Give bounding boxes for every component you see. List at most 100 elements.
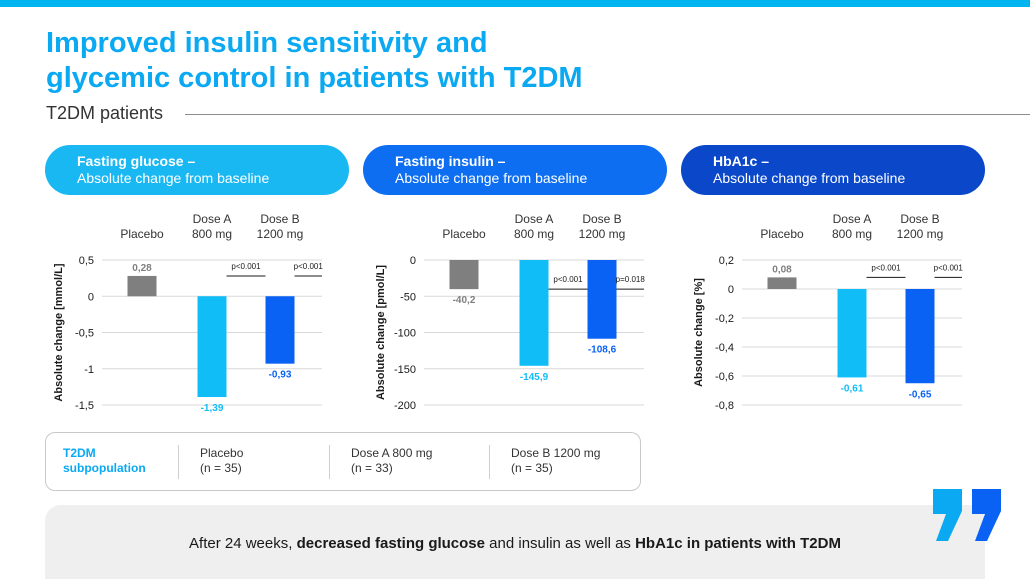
- panel-header-fasting-insulin: Fasting insulin – Absolute change from b…: [363, 145, 667, 195]
- quotation-mark-icon: [933, 489, 1001, 541]
- data-label: -0,93: [269, 370, 292, 381]
- data-label: 0,28: [132, 263, 152, 274]
- p-value-label: p=0.018: [616, 275, 646, 284]
- legend-item-label: Dose B 1200 mg: [511, 446, 601, 460]
- bar: [837, 289, 867, 378]
- panel-header-fasting-glucose: Fasting glucose – Absolute change from b…: [45, 145, 349, 195]
- legend-item-placebo: Placebo (n = 35): [200, 446, 243, 476]
- panel-header-title: Fasting glucose –: [77, 153, 196, 169]
- category-label: Dose A: [515, 212, 554, 226]
- bar: [587, 260, 617, 339]
- legend-title-line-1: T2DM: [63, 446, 96, 460]
- legend-divider: [178, 445, 179, 479]
- conclusion-box: After 24 weeks, decreased fasting glucos…: [45, 505, 985, 579]
- y-axis-title: Absolute change [pmol/L]: [375, 265, 387, 400]
- conclusion-highlight-2: HbA1c in patients with T2DM: [635, 535, 841, 552]
- category-label: Dose B: [900, 212, 939, 226]
- y-tick-label: -0,8: [715, 400, 734, 412]
- y-axis-title: Absolute change [%]: [693, 278, 705, 387]
- category-label: Placebo: [120, 227, 164, 241]
- panel-header-subtitle: Absolute change from baseline: [77, 170, 270, 186]
- y-tick-label: -100: [394, 328, 416, 340]
- p-value-label: p<0.001: [934, 263, 964, 272]
- bar: [265, 296, 295, 364]
- page-title-line-2: glycemic control in patients with T2DM: [46, 62, 583, 94]
- bar: [197, 296, 227, 398]
- y-tick-label: -0,4: [715, 342, 734, 354]
- y-tick-label: -0,6: [715, 371, 734, 383]
- panel-header-hba1c: HbA1c – Absolute change from baseline: [681, 145, 985, 195]
- category-label: Dose B: [582, 212, 621, 226]
- conclusion-highlight-1: decreased fasting glucose: [296, 535, 485, 552]
- y-tick-label: -0,5: [75, 328, 94, 340]
- page-subtitle: T2DM patients: [46, 103, 164, 123]
- bar: [905, 289, 935, 384]
- legend-title: T2DM subpopulation: [63, 446, 146, 476]
- data-label: -0,65: [909, 389, 932, 400]
- bar: [767, 277, 797, 289]
- data-label: -1,39: [201, 403, 224, 414]
- legend-divider: [489, 445, 490, 479]
- y-tick-label: -50: [400, 291, 416, 303]
- legend-item-count: (n = 33): [351, 461, 393, 475]
- legend-item-dose-b: Dose B 1200 mg (n = 35): [511, 446, 600, 476]
- category-label: Placebo: [760, 227, 804, 241]
- page-title-line-1: Improved insulin sensitivity and: [46, 27, 488, 59]
- data-label: -108,6: [588, 345, 617, 356]
- y-tick-label: -1,5: [75, 400, 94, 412]
- y-tick-label: -200: [394, 400, 416, 412]
- legend-item-dose-a: Dose A 800 mg (n = 33): [351, 446, 432, 476]
- legend-item-label: Dose A 800 mg: [351, 446, 433, 460]
- bar: [127, 275, 157, 297]
- y-tick-label: -0,2: [715, 313, 734, 325]
- legend-item-label: Placebo: [200, 446, 244, 460]
- category-label: 1200 mg: [579, 227, 626, 241]
- category-label: Placebo: [442, 227, 486, 241]
- category-label: 800 mg: [514, 227, 554, 241]
- conclusion-part-1: After 24 weeks,: [189, 535, 297, 552]
- p-value-label: p<0.001: [553, 275, 583, 284]
- legend-item-count: (n = 35): [511, 461, 553, 475]
- conclusion-part-2: and insulin as well as: [485, 535, 636, 552]
- category-label: Dose A: [833, 212, 872, 226]
- panel-header-title: Fasting insulin –: [395, 153, 506, 169]
- page-title: Improved insulin sensitivity and glycemi…: [46, 26, 746, 96]
- y-tick-label: 0: [728, 284, 734, 296]
- legend-title-line-2: subpopulation: [63, 461, 146, 475]
- bar: [449, 260, 479, 290]
- top-accent-bar: [0, 0, 1030, 7]
- y-tick-label: 0: [410, 255, 416, 267]
- data-label: -145,9: [520, 372, 549, 383]
- p-value-label: p<0.001: [871, 263, 901, 272]
- category-label: 1200 mg: [897, 227, 944, 241]
- bar: [519, 260, 549, 366]
- panel-header-subtitle: Absolute change from baseline: [395, 170, 588, 186]
- subtitle-divider: [185, 114, 1030, 115]
- category-label: 800 mg: [192, 227, 232, 241]
- data-label: -40,2: [453, 295, 476, 306]
- y-tick-label: 0,2: [719, 255, 734, 267]
- category-label: 800 mg: [832, 227, 872, 241]
- y-tick-label: 0: [88, 291, 94, 303]
- panel-header-subtitle: Absolute change from baseline: [713, 170, 906, 186]
- category-label: Dose A: [193, 212, 232, 226]
- legend-divider: [329, 445, 330, 479]
- subpopulation-legend: T2DM subpopulation Placebo (n = 35) Dose…: [45, 432, 641, 491]
- panel-header-title: HbA1c –: [713, 153, 770, 169]
- p-value-label: p<0.001: [294, 262, 324, 271]
- category-label: 1200 mg: [257, 227, 304, 241]
- p-value-label: p<0.001: [231, 262, 261, 271]
- subtitle-row: T2DM patients: [46, 103, 1030, 125]
- y-axis-title: Absolute change [mmol/L]: [53, 263, 65, 401]
- y-tick-label: -150: [394, 364, 416, 376]
- category-label: Dose B: [260, 212, 299, 226]
- data-label: 0,08: [772, 264, 792, 275]
- legend-item-count: (n = 35): [200, 461, 242, 475]
- y-tick-label: -1: [84, 364, 94, 376]
- y-tick-label: 0,5: [79, 255, 94, 267]
- conclusion-text: After 24 weeks, decreased fasting glucos…: [45, 535, 985, 552]
- data-label: -0,61: [841, 383, 864, 394]
